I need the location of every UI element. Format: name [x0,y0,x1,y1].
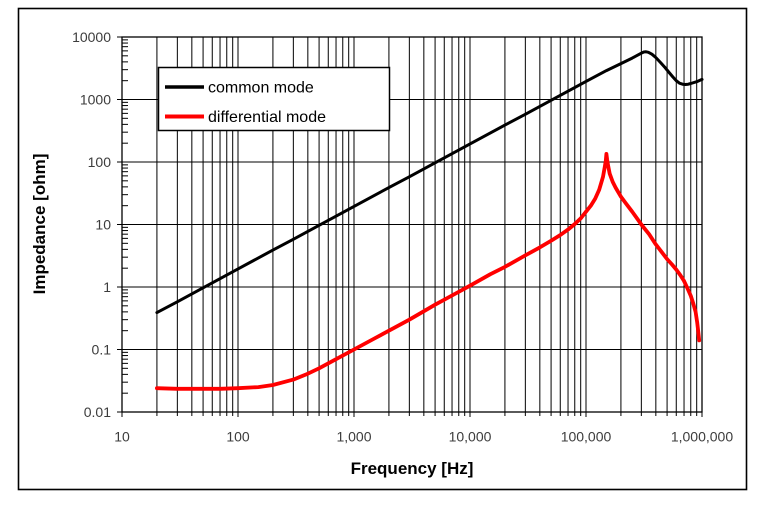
y-tick-label: 0.01 [84,404,111,420]
x-tick-label: 1,000,000 [671,429,733,445]
x-tick-label: 100 [226,429,250,445]
legend-box [157,66,391,132]
y-tick-label: 10000 [72,29,111,45]
curve-differential-mode [154,151,702,391]
legend-label-differential-mode: differential mode [208,109,326,126]
y-tick-label: 100 [88,154,112,170]
curve-common-mode [155,50,704,315]
y-tick-label: 10 [95,217,111,233]
x-tick-label: 10,000 [449,429,492,445]
plot-area-border [121,36,703,413]
axis-tick-labels: 10 100 1,000 10,000 100,000 1,000,00010000100… [72,29,733,445]
x-tick-label: 10 [114,429,130,445]
legend: common mode differential mode [157,66,391,132]
y-tick-label: 1000 [80,92,111,108]
x-tick-label: 100,000 [561,429,612,445]
y-axis-title: Impedance [ohm] [30,154,49,295]
legend-label-common-mode: common mode [208,80,314,97]
axis-tick-marks [117,36,703,417]
y-tick-label: 0.1 [92,342,112,358]
x-tick-label: 1,000 [336,429,371,445]
data-series-curves [154,50,704,391]
y-tick-label: 1 [103,279,111,295]
x-axis-title: Frequency [Hz] [351,459,474,478]
